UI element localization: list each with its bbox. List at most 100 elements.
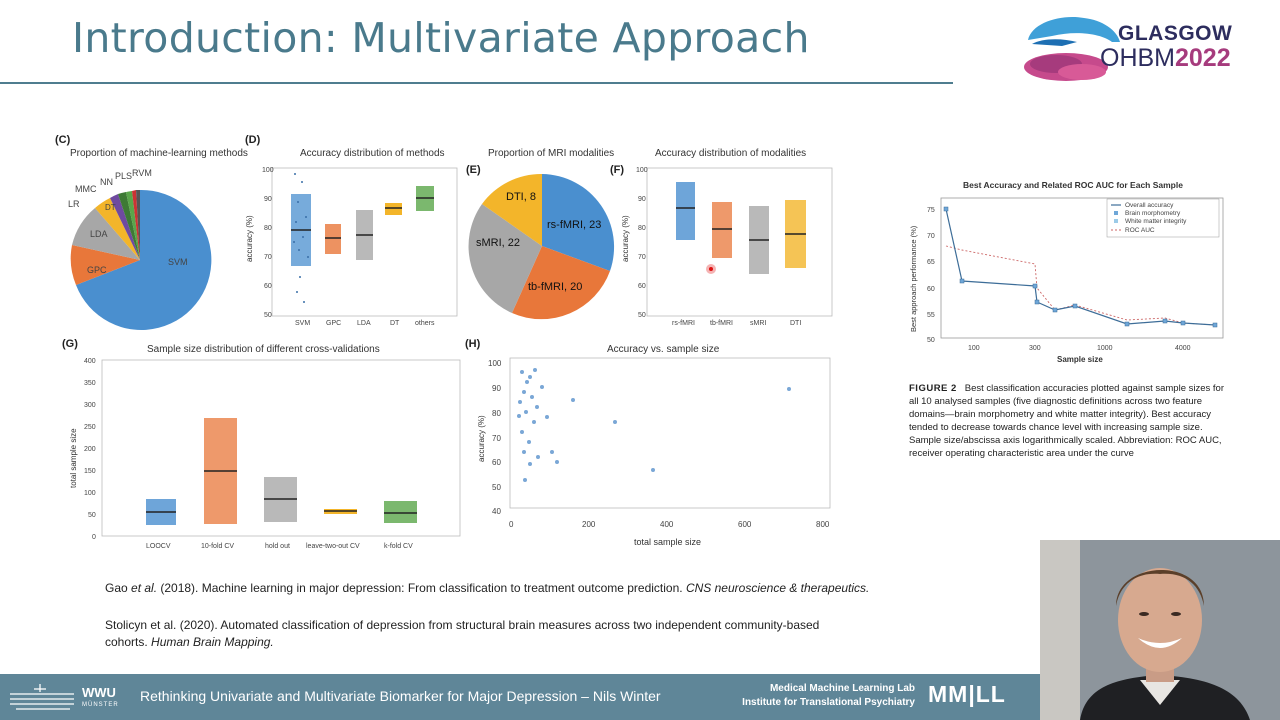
series-roc-auc (945, 245, 1216, 326)
series-overall-accuracy (945, 208, 1216, 326)
ohbm-logo: GLASGOW OHBM2022 (1022, 12, 1267, 82)
ytick: 75 (927, 207, 935, 214)
xtick: DTI (790, 320, 801, 327)
ytick: 90 (492, 384, 501, 393)
pie-label-nn: NN (100, 177, 113, 187)
ytick: 0 (92, 534, 96, 541)
fig2-xlabel: Sample size (1057, 355, 1103, 364)
reference-stolicyn: Stolicyn et al. (2020). Automated classi… (105, 618, 820, 649)
pie-label-lr: LR (68, 199, 80, 209)
pie-label-dti: DTI, 8 (506, 191, 536, 203)
panel-d-title: Accuracy distribution of methods (300, 148, 445, 159)
panel-c-title: Proportion of machine-learning methods (70, 148, 248, 159)
logo-ohbm: OHBM (1100, 44, 1175, 72)
fig2-title: Best Accuracy and Related ROC AUC for Ea… (963, 180, 1183, 190)
panel-e-title: Proportion of MRI modalities (488, 148, 615, 159)
pie-label-tb-fmri: tb-fMRI, 20 (528, 281, 582, 293)
ytick: 50 (88, 512, 96, 519)
panel-c-pie: SVM GPC LDA DT LR MMC NN PLS RVM (68, 168, 212, 330)
box-rs-fmri (676, 182, 695, 240)
panel-d-ylabel: accuracy (%) (245, 215, 254, 262)
pie-slice-gpc (70, 245, 140, 285)
lab-name: Medical Machine Learning Lab (769, 683, 915, 694)
ytick: 50 (264, 312, 272, 319)
xtick: others (415, 320, 435, 327)
legend-white-matter: White matter integrity (1125, 218, 1187, 225)
ytick: 90 (264, 196, 272, 203)
pie-slice-nn (126, 191, 140, 260)
fig2-caption-label: FIGURE 2 (909, 383, 957, 394)
box-gpc (325, 224, 341, 254)
pie-slice-smri (468, 204, 542, 313)
ytick: 350 (84, 380, 96, 387)
ytick: 250 (84, 424, 96, 431)
pie-label-svm: SVM (168, 257, 188, 267)
legend-brain-morphometry: Brain morphometry (1125, 210, 1181, 217)
xtick: 4000 (1175, 345, 1191, 352)
panel-e-label: (E) (466, 164, 481, 176)
pie-slice-dti (482, 173, 542, 246)
ytick: 200 (84, 446, 96, 453)
xtick: DT (390, 320, 400, 327)
panel-f-ylabel: accuracy (%) (621, 215, 630, 262)
pie-label-lda: LDA (90, 229, 108, 239)
legend-roc-auc: ROC AUC (1125, 227, 1155, 234)
pie-slice-mmc (118, 192, 140, 260)
title-divider (0, 82, 953, 84)
logo-text-line2: OHBM2022 (1100, 44, 1231, 73)
panel-g-label: (G) (62, 338, 78, 350)
ytick: 400 (84, 358, 96, 365)
xtick: hold out (265, 543, 290, 550)
ytick: 40 (492, 507, 501, 516)
pie-slice-tb-fmri (512, 246, 610, 320)
ytick: 300 (84, 402, 96, 409)
panel-c-label: (C) (55, 134, 71, 146)
legend-overall-accuracy: Overall accuracy (1125, 202, 1174, 209)
fig2-line-chart: Best approach performance (%) 75 70 65 6… (909, 197, 1224, 364)
panel-f-title: Accuracy distribution of modalities (655, 148, 807, 159)
ytick: 70 (638, 254, 646, 261)
pie-slice-pls (132, 190, 140, 260)
ytick: 70 (264, 254, 272, 261)
panel-g-boxplot: total sample size 400 350 300 250 200 15… (69, 358, 461, 550)
ytick: 90 (638, 196, 646, 203)
panel-h-label: (H) (465, 338, 481, 350)
logo-year: 2022 (1175, 44, 1231, 72)
panel-h-xlabel: total sample size (634, 537, 701, 547)
box-dt (385, 203, 402, 215)
xtick: 600 (738, 520, 752, 529)
presenter-video-image (1040, 540, 1280, 720)
footer-bar: WWU MÜNSTER Rethinking Univariate and Mu… (0, 674, 1040, 720)
wwu-city: MÜNSTER (82, 702, 119, 708)
pie-slice-dt (95, 198, 140, 260)
xtick: SVM (295, 320, 310, 327)
pie-slice-rvm (136, 189, 140, 260)
pie-label-gpc: GPC (87, 265, 107, 275)
panel-e-pie: rs-fMRI, 23 tb-fMRI, 20 sMRI, 22 DTI, 8 (468, 173, 615, 320)
fig2-caption-text: Best classification accuracies plotted a… (909, 383, 1224, 459)
ytick: 100 (262, 167, 274, 174)
xtick: sMRI (750, 320, 766, 327)
ytick: 100 (84, 490, 96, 497)
ytick: 50 (927, 337, 935, 344)
ytick: 50 (638, 312, 646, 319)
pie-slice-lr (110, 194, 140, 260)
webcam-video-overlay (1040, 540, 1280, 720)
wwu-name: WWU (82, 685, 116, 700)
xtick: 10-fold CV (201, 543, 234, 550)
xtick: 400 (660, 520, 674, 529)
xtick: leave-two-out CV (306, 543, 360, 550)
ytick: 150 (84, 468, 96, 475)
xtick: 800 (816, 520, 830, 529)
pie-label-rs-fmri: rs-fMRI, 23 (547, 219, 601, 231)
reference-gao: Gao et al. (2018). Machine learning in m… (105, 581, 870, 595)
xtick: LDA (357, 320, 371, 327)
ytick: 60 (264, 283, 272, 290)
logo-text-line1: GLASGOW (1118, 22, 1233, 45)
institute-name: Institute for Translational Psychiatry (742, 697, 915, 708)
pie-slice-rs-fmri (542, 174, 615, 271)
pie-label-mmc: MMC (75, 184, 97, 194)
xtick: GPC (326, 320, 341, 327)
pie-slice-svm (76, 189, 212, 330)
panel-g-ylabel: total sample size (69, 428, 78, 488)
